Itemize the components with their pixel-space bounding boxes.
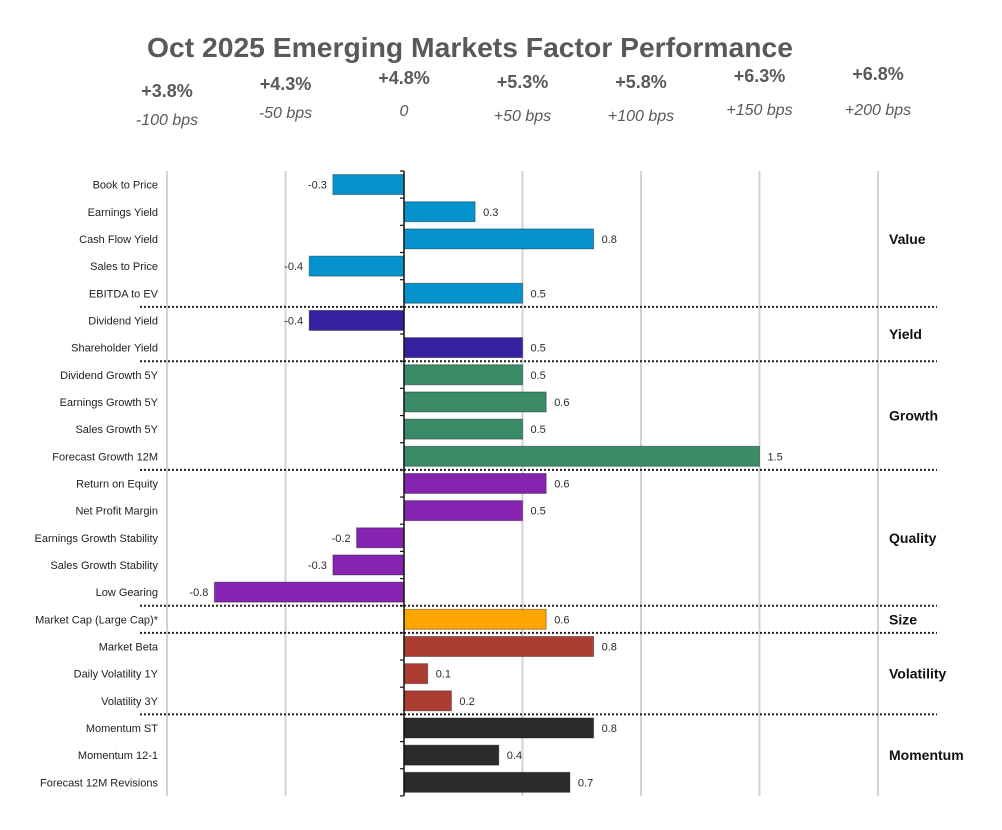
factor-bar bbox=[403, 744, 500, 766]
factor-label: Sales Growth 5Y bbox=[75, 424, 158, 436]
top-return-label: +4.3% bbox=[260, 74, 312, 94]
value-label: -0.2 bbox=[332, 533, 351, 545]
value-label: 0.3 bbox=[483, 207, 498, 219]
top-axis-labels: +3.8% -100 bps +4.3% -50 bps +4.8% 0 +5.3% +50 … bbox=[136, 64, 911, 129]
group-label-quality: Quality bbox=[889, 530, 937, 546]
value-label: 0.8 bbox=[602, 234, 617, 246]
factor-bar bbox=[403, 608, 547, 630]
factor-bar bbox=[403, 201, 476, 223]
factor-label: Volatility 3Y bbox=[101, 696, 159, 708]
factor-bar bbox=[213, 581, 405, 603]
group-label-growth: Growth bbox=[889, 408, 938, 424]
value-label: 0.8 bbox=[602, 641, 617, 653]
factor-bar bbox=[308, 309, 405, 331]
factor-bar bbox=[403, 717, 595, 739]
factor-label: Book to Price bbox=[93, 180, 158, 192]
top-spread-label: 0 bbox=[400, 103, 409, 120]
factor-label: Sales Growth Stability bbox=[50, 560, 158, 572]
factor-bar bbox=[403, 690, 452, 712]
group-separators bbox=[140, 305, 937, 716]
factor-bar bbox=[332, 554, 405, 576]
factor-label: Momentum ST bbox=[86, 723, 158, 735]
group-label-volatility: Volatility bbox=[889, 666, 947, 682]
value-label: 0.2 bbox=[459, 696, 474, 708]
factor-bar bbox=[332, 174, 405, 196]
value-label: -0.8 bbox=[189, 587, 208, 599]
value-label: 0.6 bbox=[554, 614, 569, 626]
value-label: -0.4 bbox=[284, 315, 303, 327]
factor-bar bbox=[403, 445, 760, 467]
value-label: 0.8 bbox=[602, 723, 617, 735]
factor-bar bbox=[403, 635, 595, 657]
top-spread-label: +100 bps bbox=[608, 108, 674, 125]
group-labels: Value Yield Growth Quality Size Volatility Mom… bbox=[889, 231, 964, 763]
top-spread-label: -50 bps bbox=[259, 105, 312, 122]
factor-label: Earnings Growth Stability bbox=[35, 533, 159, 545]
factor-label: Net Profit Margin bbox=[75, 506, 158, 518]
factor-label: Dividend Yield bbox=[88, 315, 158, 327]
value-label: 0.6 bbox=[554, 478, 569, 490]
value-label: 0.4 bbox=[507, 750, 522, 762]
factor-label: Low Gearing bbox=[96, 587, 158, 599]
factor-label: Market Beta bbox=[99, 641, 159, 653]
factor-label: Earnings Yield bbox=[88, 207, 158, 219]
value-label: 1.5 bbox=[768, 451, 783, 463]
factor-bar bbox=[403, 228, 595, 250]
factor-label: Dividend Growth 5Y bbox=[60, 370, 158, 382]
factor-label: Cash Flow Yield bbox=[79, 234, 158, 246]
group-label-momentum: Momentum bbox=[889, 747, 964, 763]
factor-bar bbox=[403, 500, 523, 522]
factor-bar bbox=[403, 472, 547, 494]
value-label: -0.4 bbox=[284, 261, 303, 273]
value-label: 0.5 bbox=[531, 370, 546, 382]
top-return-label: +6.8% bbox=[852, 64, 904, 84]
value-label: 0.5 bbox=[531, 506, 546, 518]
group-label-size: Size bbox=[889, 611, 917, 627]
factor-bar bbox=[308, 255, 405, 277]
row-labels: Book to Price Earnings Yield Cash Flow Yie… bbox=[35, 180, 159, 790]
top-return-label: +4.8% bbox=[378, 68, 430, 88]
top-return-label: +5.8% bbox=[615, 72, 667, 92]
value-labels: -0.3 0.3 0.8 -0.4 0.5 -0.4 0.5 0.5 0.6 0.5 1.5 0.6 0… bbox=[189, 180, 782, 790]
factor-bar bbox=[403, 771, 571, 793]
factor-label: Daily Volatility 1Y bbox=[74, 669, 159, 681]
zero-axis bbox=[400, 170, 405, 797]
value-label: 0.5 bbox=[531, 424, 546, 436]
factor-bar bbox=[356, 527, 405, 549]
top-return-label: +5.3% bbox=[497, 72, 549, 92]
factor-bar bbox=[403, 337, 523, 359]
value-label: -0.3 bbox=[308, 180, 327, 192]
factor-bar bbox=[403, 663, 429, 685]
top-spread-label: +200 bps bbox=[845, 102, 911, 119]
factor-bar bbox=[403, 391, 547, 413]
top-spread-label: -100 bps bbox=[136, 112, 198, 129]
factor-label: Sales to Price bbox=[90, 261, 158, 273]
value-label: -0.3 bbox=[308, 560, 327, 572]
factor-label: Momentum 12-1 bbox=[78, 750, 158, 762]
value-label: 0.5 bbox=[531, 288, 546, 300]
factor-label: Forecast 12M Revisions bbox=[40, 777, 158, 789]
factor-label: Forecast Growth 12M bbox=[52, 451, 158, 463]
top-spread-label: +50 bps bbox=[494, 108, 551, 125]
value-label: 0.5 bbox=[531, 343, 546, 355]
factor-label: Earnings Growth 5Y bbox=[60, 397, 159, 409]
factor-label: Return on Equity bbox=[76, 478, 158, 490]
factor-bar bbox=[403, 282, 523, 304]
group-label-value: Value bbox=[889, 231, 926, 247]
chart-title: Oct 2025 Emerging Markets Factor Perform… bbox=[147, 32, 793, 63]
top-return-label: +3.8% bbox=[141, 81, 193, 101]
factor-bar bbox=[403, 418, 523, 440]
factor-label: EBITDA to EV bbox=[89, 288, 159, 300]
value-label: 0.7 bbox=[578, 777, 593, 789]
top-spread-label: +150 bps bbox=[726, 102, 792, 119]
value-label: 0.6 bbox=[554, 397, 569, 409]
factor-label: Market Cap (Large Cap)* bbox=[35, 614, 159, 626]
top-return-label: +6.3% bbox=[734, 66, 786, 86]
factor-label: Shareholder Yield bbox=[71, 343, 158, 355]
group-label-yield: Yield bbox=[889, 326, 922, 342]
factor-bar bbox=[403, 364, 523, 386]
bars bbox=[213, 174, 760, 793]
value-label: 0.1 bbox=[436, 669, 451, 681]
